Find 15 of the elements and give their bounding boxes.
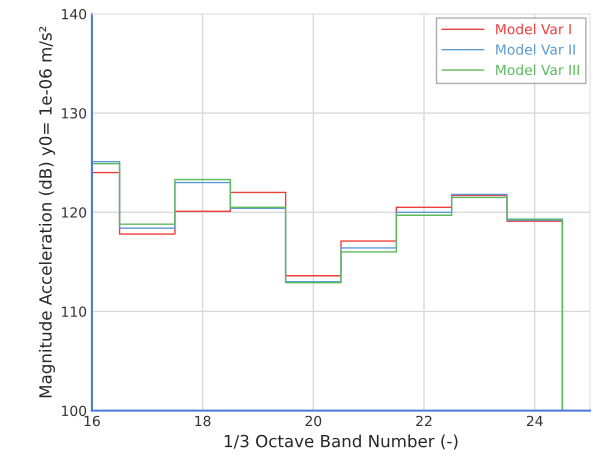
x-axis-title: 1/3 Octave Band Number (-) xyxy=(224,434,458,450)
y-tick-label: 100 xyxy=(62,406,86,416)
y-tick-label: 130 xyxy=(62,108,86,119)
y-axis-title: Magnitude Acceleration (dB) y0= 1e-06 m/s² xyxy=(38,26,55,398)
y-tick-label: 140 xyxy=(62,8,86,20)
x-tick-label: 18 xyxy=(195,416,210,426)
legend-label: Model Var III xyxy=(496,64,579,76)
x-tick-label: 16 xyxy=(84,416,100,426)
x-tick-label: 22 xyxy=(416,416,432,426)
legend-label: Model Var I xyxy=(496,24,571,34)
x-tick-label: 24 xyxy=(526,416,543,426)
x-tick-label: 20 xyxy=(305,416,322,426)
y-tick-label: 110 xyxy=(62,306,86,317)
y-tick-label: 120 xyxy=(62,207,86,218)
legend-label: Model Var II xyxy=(496,44,575,55)
